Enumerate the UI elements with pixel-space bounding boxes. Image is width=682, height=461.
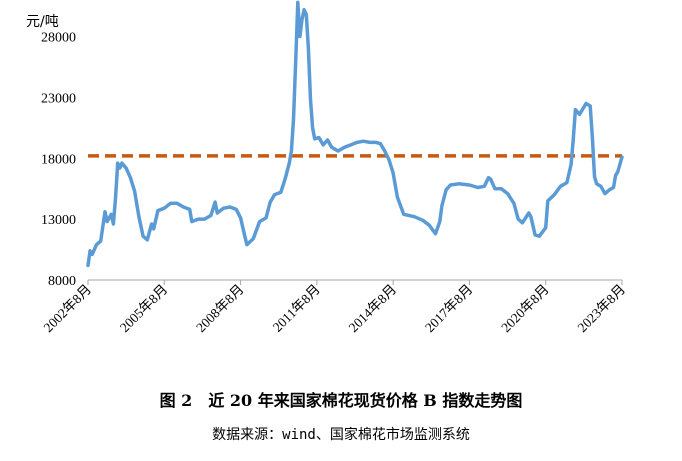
x-tick-label: 2017年8月: [422, 282, 476, 336]
x-tick-label: 2011年8月: [270, 282, 323, 335]
y-unit-label: 元/吨: [26, 14, 59, 30]
series-layer: [86, 0, 624, 268]
x-tick-label: 2023年8月: [575, 282, 629, 336]
x-tick-label: 2008年8月: [193, 282, 247, 336]
x-tick-label: 2005年8月: [117, 282, 171, 336]
x-axis: 2002年8月 2005年8月 2008年8月 2011年8月 2014年8月 2017年…: [41, 279, 629, 336]
figure-source: 数据来源：wind、国家棉花市场监测系统: [212, 427, 470, 443]
y-tick-label: 28000: [41, 31, 76, 46]
y-axis: 8000 13000 18000 23000 28000: [41, 31, 76, 289]
x-tick-label: 2014年8月: [346, 282, 400, 336]
y-tick-label: 23000: [41, 91, 76, 106]
figure-title: 图 2 近 20 年来国家棉花现货价格 B 指数走势图: [159, 391, 523, 410]
price-series-line: [86, 0, 624, 268]
y-tick-label: 13000: [41, 213, 76, 228]
y-tick-label: 8000: [48, 274, 76, 289]
y-tick-label: 18000: [41, 152, 76, 167]
x-tick-label: 2002年8月: [41, 282, 95, 336]
x-tick-label: 2020年8月: [498, 282, 552, 336]
